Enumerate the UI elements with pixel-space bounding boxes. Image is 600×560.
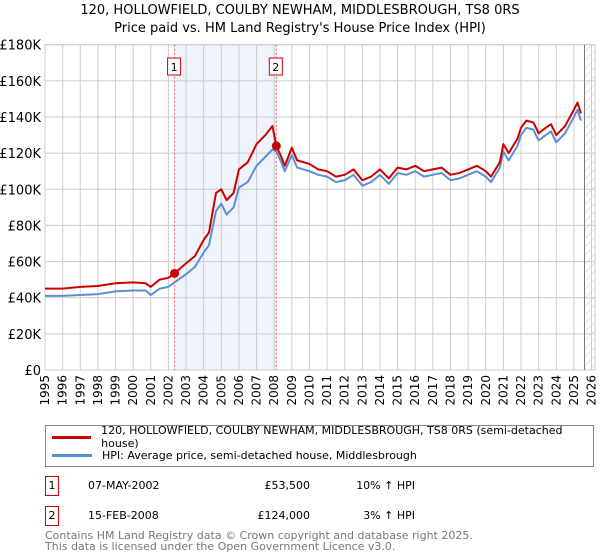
y-tick-label: £180K xyxy=(0,39,41,54)
chart-subtitle: Price paid vs. HM Land Registry's House … xyxy=(114,21,486,36)
footer-licence: This data is licensed under the Open Gov… xyxy=(45,540,396,553)
x-tick-label: 2015 xyxy=(391,375,405,406)
x-tick-label: 2010 xyxy=(302,375,316,406)
footer: Contains HM Land Registry data © Crown c… xyxy=(45,530,473,552)
transaction-hpi: 10% ↑ HPI xyxy=(356,479,415,492)
x-tick-label: 2006 xyxy=(232,375,246,406)
x-tick-label: 2017 xyxy=(426,375,440,406)
transaction-label: 2 xyxy=(272,61,279,74)
x-tick-label: 2023 xyxy=(532,375,546,406)
chart-title: 120, HOLLOWFIELD, COULBY NEWHAM, MIDDLES… xyxy=(80,3,520,18)
y-tick-label: £0 xyxy=(24,364,41,379)
hpi-line xyxy=(45,108,582,297)
footer-copyright: Contains HM Land Registry data © Crown c… xyxy=(45,529,473,542)
x-tick-label: 2012 xyxy=(338,375,352,406)
x-tick-label: 1997 xyxy=(73,375,87,406)
transaction-point xyxy=(271,141,281,151)
y-tick-label: £160K xyxy=(0,75,41,90)
x-tick-label: 1999 xyxy=(109,375,123,406)
x-tick-label: 1996 xyxy=(56,375,70,406)
x-tick-label: 2013 xyxy=(355,375,369,406)
x-tick-label: 2025 xyxy=(567,375,581,406)
x-tick-label: 2004 xyxy=(197,375,211,406)
plot-border xyxy=(44,44,596,371)
y-tick-label: £20K xyxy=(8,328,42,343)
transaction-label-box xyxy=(268,57,283,76)
plot-area: £0 £20K £40K £60K £80K £100K £120K £140K £160K £1… xyxy=(0,39,599,406)
legend-item-hpi: HPI: Average price, semi-detached house,… xyxy=(46,446,417,464)
x-tick-label: 1995 xyxy=(38,375,52,406)
x-tick-label: 2016 xyxy=(408,375,422,406)
legend-swatch-blue xyxy=(52,453,92,457)
x-tick-label: 2000 xyxy=(126,375,140,406)
future-hatch xyxy=(584,44,595,370)
legend-label: HPI: Average price, semi-detached house,… xyxy=(102,448,417,462)
transaction-date: 07-MAY-2002 xyxy=(88,479,160,492)
x-tick-label: 1998 xyxy=(91,375,105,406)
x-tick-label: 2003 xyxy=(179,375,193,406)
price-line xyxy=(45,101,582,290)
x-tick-label: 2008 xyxy=(267,375,281,406)
transaction-label-box xyxy=(167,57,182,76)
y-tick-label: £140K xyxy=(0,111,41,126)
x-tick-label: 2009 xyxy=(285,375,299,406)
x-tick-label: 2005 xyxy=(214,375,228,406)
transaction-price: £124,000 xyxy=(257,509,311,522)
legend-label: 120, HOLLOWFIELD, COULBY NEWHAM, MIDDLES… xyxy=(101,424,563,450)
x-tick-label: 2022 xyxy=(514,375,528,406)
x-tick-label: 2014 xyxy=(373,375,387,406)
x-tick-label: 2019 xyxy=(461,375,475,406)
transaction-hpi: 3% ↑ HPI xyxy=(363,509,415,522)
y-tick-label: £80K xyxy=(8,219,42,234)
x-tick-label: 2002 xyxy=(161,375,175,406)
transaction-date: 15-FEB-2008 xyxy=(88,509,159,522)
y-tick-label: £60K xyxy=(8,256,42,271)
y-tick-label: £40K xyxy=(8,292,42,307)
x-tick-label: 2018 xyxy=(443,375,457,406)
sale-period-shade xyxy=(174,44,277,370)
legend-swatch-red xyxy=(52,435,92,439)
x-tick-label: 2011 xyxy=(320,375,334,406)
transaction-point xyxy=(170,268,180,278)
legend-item-property: 120, HOLLOWFIELD, COULBY NEWHAM, MIDDLES… xyxy=(46,424,593,450)
x-tick-label: 2024 xyxy=(549,375,563,406)
x-tick-label: 2007 xyxy=(250,375,264,406)
y-tick-label: £120K xyxy=(0,147,41,162)
legend: 120, HOLLOWFIELD, COULBY NEWHAM, MIDDLES… xyxy=(45,424,594,467)
transaction-label: 1 xyxy=(171,61,178,74)
y-tick-label: £100K xyxy=(0,183,41,198)
transaction-marker: 2 xyxy=(45,506,59,526)
x-tick-label: 2001 xyxy=(144,375,158,406)
x-tick-label: 2020 xyxy=(479,375,493,406)
x-tick-label: 2021 xyxy=(496,375,510,406)
transaction-marker: 1 xyxy=(45,476,59,496)
x-tick-label: 2026 xyxy=(585,375,599,406)
transaction-price: £53,500 xyxy=(264,479,311,492)
